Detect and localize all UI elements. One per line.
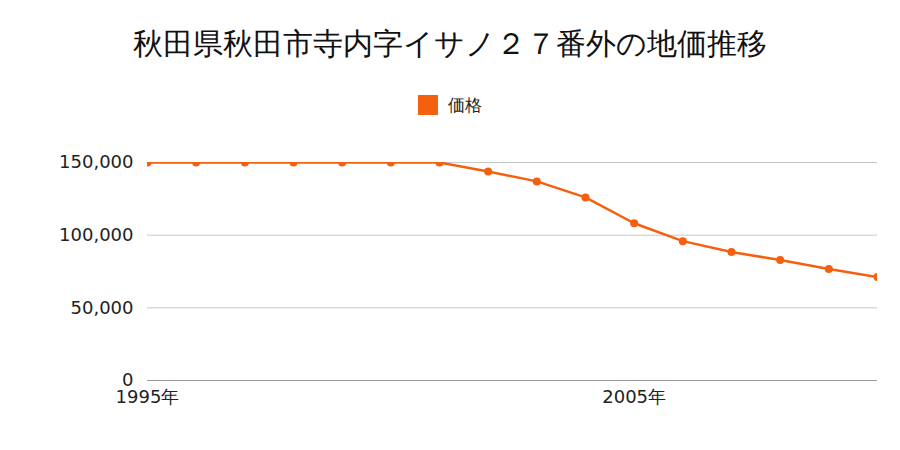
- svg-text:1995年: 1995年: [116, 386, 180, 407]
- svg-text:2005年: 2005年: [602, 386, 666, 407]
- svg-text:50,000: 50,000: [71, 297, 134, 318]
- html-text:秋田県秋田市寺内字イサノ２７番外の地価推移: 秋田県秋田市寺内字イサノ２７番外の地価推移: [133, 26, 767, 61]
- svg-text:100,000: 100,000: [59, 224, 133, 245]
- svg-text:150,000: 150,000: [59, 151, 133, 172]
- svg-text:0: 0: [122, 369, 134, 391]
- html-text:価格: 価格: [448, 94, 482, 115]
